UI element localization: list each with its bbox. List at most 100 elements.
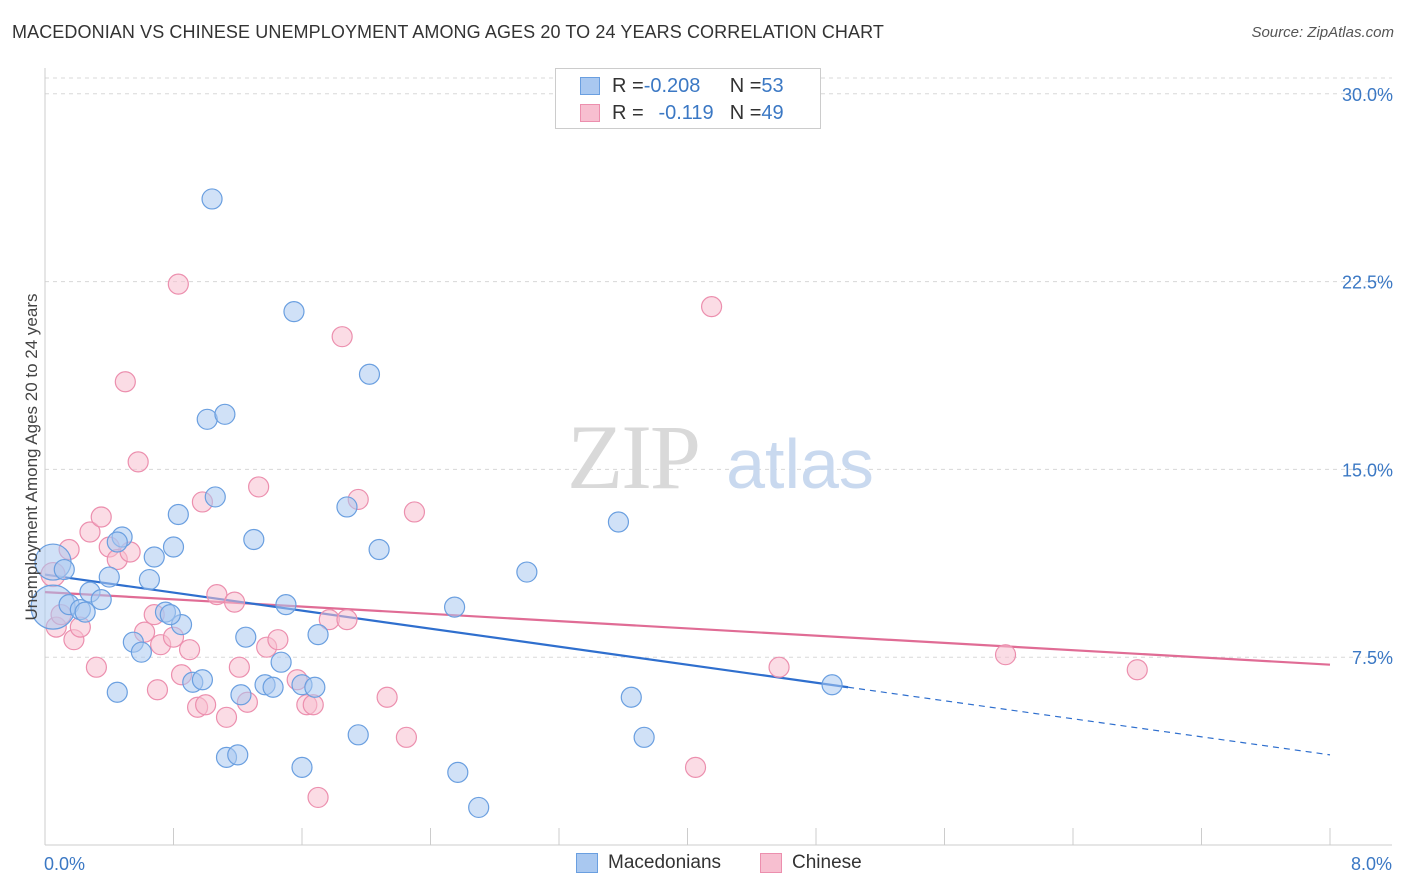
legend-n-label: N = [729,74,762,97]
macedonian-point [204,486,226,508]
chinese-point [146,679,169,701]
macedonian-point [162,536,185,558]
macedonian-point [821,674,843,696]
chinese-point [248,476,270,498]
legend-n-value: 53 [761,74,784,97]
chinese-point [167,273,189,295]
legend-row-chinese: R = -0.119 N = 49 [556,101,784,125]
macedonian-point [307,624,329,646]
macedonian-trendline [44,573,849,689]
chinese-point [403,501,426,523]
macedonian-point [53,558,75,581]
legend-swatch-chinese [580,104,600,122]
watermark-zip: ZIP [567,406,699,508]
macedonian-point [227,744,249,766]
macedonian-point [447,761,469,783]
y-axis-label: Unemployment Among Ages 20 to 24 years [22,294,41,621]
y-tick-label: 7.5% [1352,648,1393,668]
macedonian-point [270,651,292,673]
y-tick-label: 30.0% [1342,85,1393,105]
chinese-point [85,656,108,678]
chinese-point [267,629,289,651]
macedonian-point [443,596,466,618]
source-label: Source: ZipAtlas.com [1251,24,1394,41]
legend-r-label: R = [612,101,644,124]
legend-label-chinese: Chinese [792,852,862,873]
macedonian-point [106,681,128,703]
macedonian-point [243,528,265,551]
chinese-point [206,583,228,606]
chart-title: MACEDONIAN VS CHINESE UNEMPLOYMENT AMONG… [12,22,885,42]
chinese-point [307,786,329,809]
macedonian-point [275,594,297,616]
y-tick-label: 15.0% [1342,460,1393,480]
macedonian-point [74,601,96,623]
legend-n-value: 49 [761,101,784,124]
chinese-point [228,656,250,678]
legend-item-chinese[interactable]: Chinese [760,852,862,874]
x-tick-label: 0.0% [44,854,85,874]
macedonian-point [143,546,165,568]
chinese-point [700,296,723,318]
legend-swatch-macedonians [576,853,598,873]
chinese-point [994,644,1017,666]
macedonian-point [138,568,161,591]
macedonian-point [167,503,189,526]
macedonian-point [196,408,218,430]
axes [44,68,1392,846]
legend-swatch-chinese [760,853,782,873]
chinese-point [90,506,112,528]
macedonian-point [283,301,305,323]
macedonian-point [468,796,490,819]
correlation-legend: R = -0.208 N = 53 R = -0.119 N = 49 [555,68,821,129]
legend-n-label: N = [729,101,762,124]
chinese-point [114,371,136,393]
macedonian-point [368,538,390,561]
macedonian-point [358,363,381,385]
macedonian-point [304,676,326,698]
macedonian-point [201,188,223,210]
legend-r-value: -0.119 [658,101,714,124]
chinese-point [1126,659,1148,681]
macedonian-point [214,403,236,425]
macedonian-point [98,566,120,588]
x-tick-label: 8.0% [1351,854,1392,874]
y-tick-label: 22.5% [1342,273,1393,293]
chinese-point [302,694,324,716]
macedonian-point [230,684,252,706]
watermark-atlas: atlas [726,425,874,503]
legend-row-macedonians: R = -0.208 N = 53 [556,74,784,98]
trendlines [44,573,1331,756]
macedonian-point [106,531,128,553]
macedonian-point [347,724,369,746]
chinese-points [40,273,1148,809]
legend-item-macedonians[interactable]: Macedonians [576,852,721,874]
chinese-point [215,706,238,728]
watermark: ZIP atlas [567,406,874,508]
chinese-point [684,756,707,778]
macedonian-point [607,511,630,533]
macedonian-points [30,188,843,819]
macedonian-trendline-extension [848,686,1331,756]
legend-label-macedonians: Macedonians [608,852,722,873]
chinese-point [223,591,246,613]
macedonian-point [633,726,655,748]
macedonian-point [235,626,257,648]
macedonian-point [130,641,152,663]
chinese-point [195,694,217,716]
chinese-point [376,686,398,708]
chinese-point [336,609,358,631]
legend-r-label: R = [612,74,644,97]
legend-swatch-macedonians [580,77,600,95]
legend-r-value: -0.208 [643,74,701,97]
macedonian-point [159,604,181,626]
chinese-point [331,326,353,348]
macedonian-point [191,669,214,691]
series-legend: Macedonians Chinese [0,852,1406,878]
macedonian-point [291,756,313,778]
macedonian-point [262,676,284,698]
gridlines [45,77,1392,658]
tick-labels: 7.5% 15.0% 22.5% 30.0% 0.0% 8.0% [44,85,1393,874]
chinese-point [395,726,418,748]
